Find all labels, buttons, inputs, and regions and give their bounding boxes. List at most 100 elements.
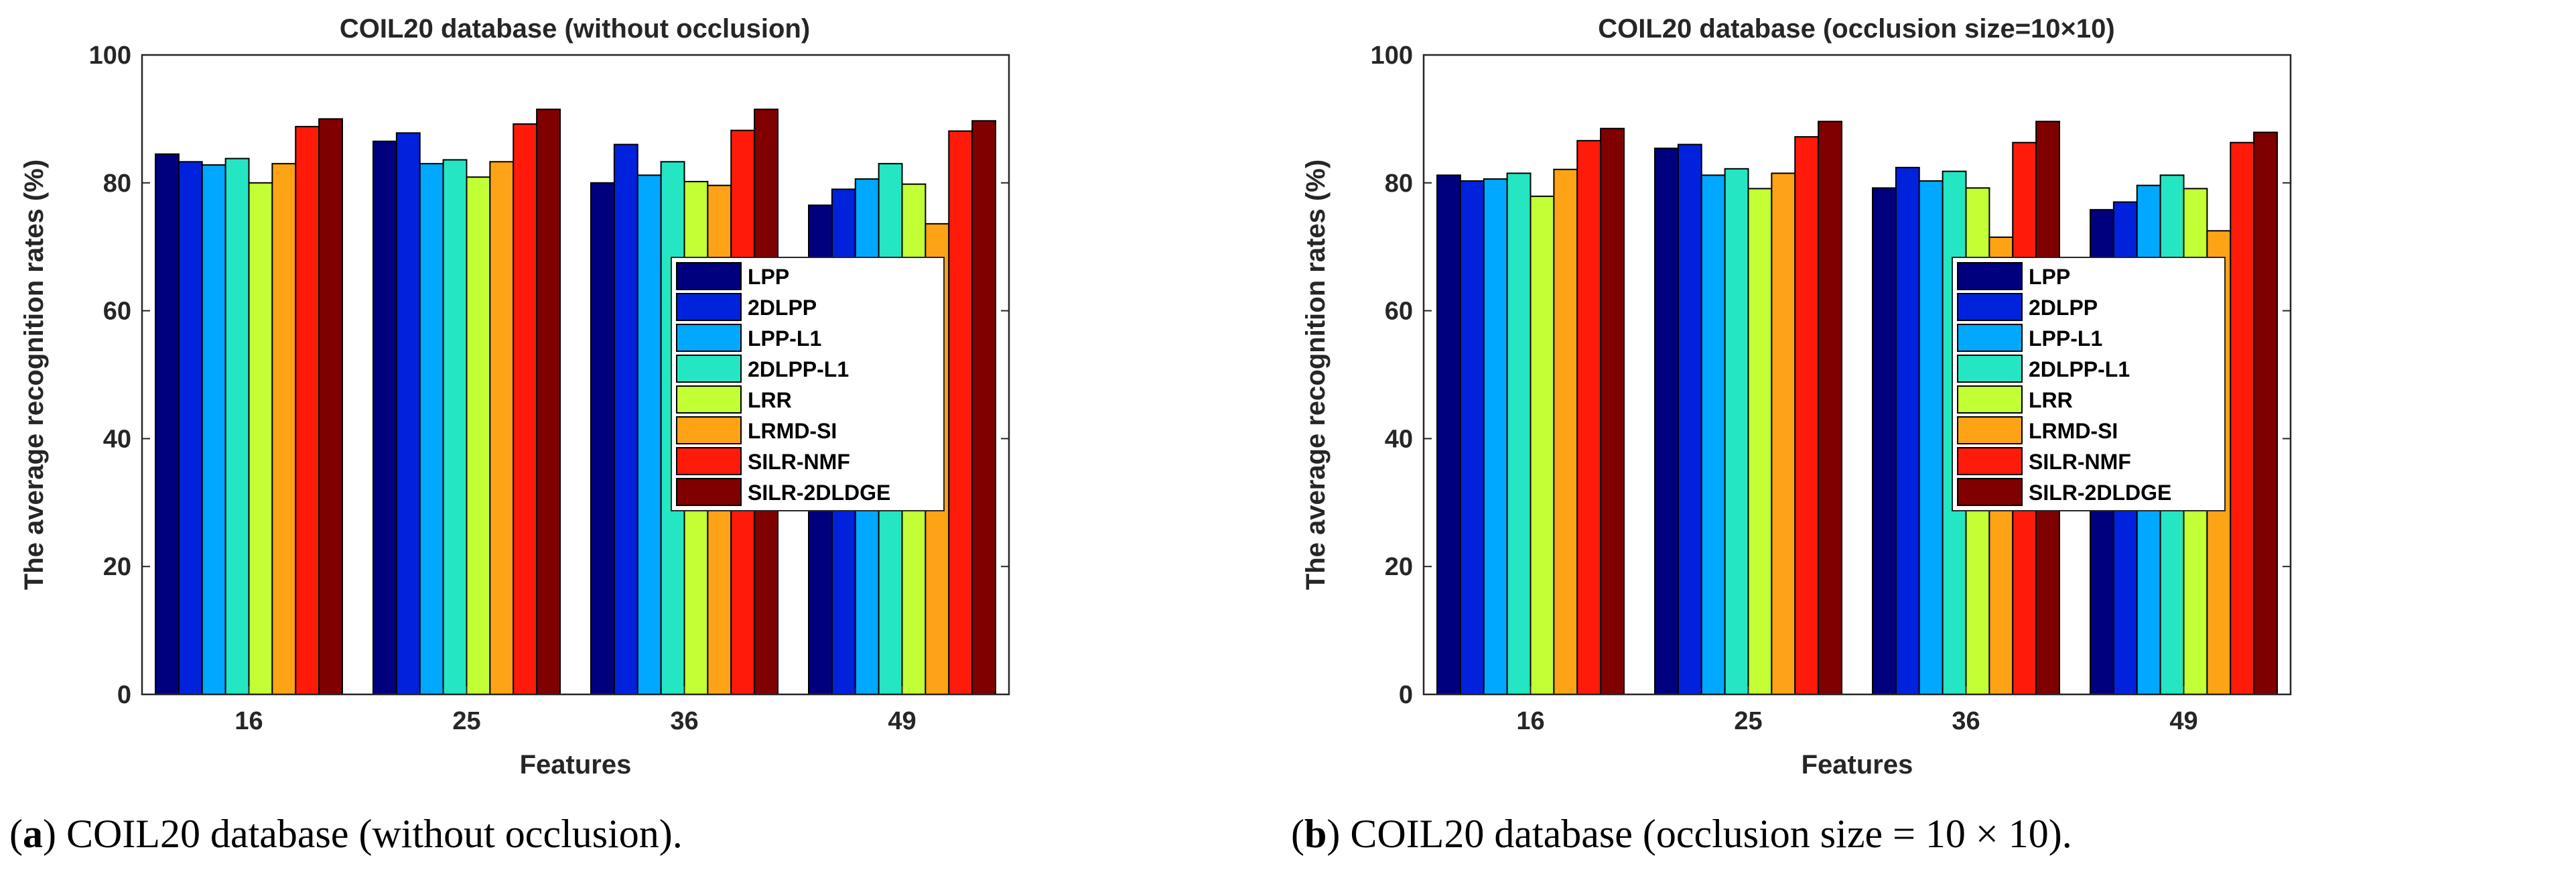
y-tick-label: 80 (103, 170, 131, 198)
bar-2dlpp-l1-16 (1506, 172, 1532, 695)
bar-lrmd-si-25 (1771, 172, 1796, 695)
axes-box (1422, 54, 2292, 696)
bar-lpp-36 (590, 182, 615, 695)
bar-lrr-16 (1530, 195, 1555, 696)
bar-lpp-16 (155, 153, 180, 695)
bar-2dlpp-16 (1459, 180, 1485, 695)
x-axis-label: Features (520, 750, 632, 780)
legend-swatch (676, 385, 742, 414)
bar-lpp-25 (372, 140, 397, 696)
bar-lrr-25 (1747, 188, 1773, 695)
legend-swatch (676, 478, 742, 506)
bar-silr-nmf-49 (948, 130, 973, 695)
bar-lpp-36 (1872, 187, 1897, 695)
legend-label: LPP-L1 (748, 326, 821, 351)
x-tick-label: 25 (452, 707, 480, 735)
legend-swatch (1957, 416, 2023, 444)
chart-title: COIL20 database (without occlusion) (340, 14, 810, 44)
legend-label: SILR-2DLDGE (2029, 481, 2171, 505)
legend: LPP 2DLPP LPP-L1 2DLPP-L1 LRR LRMD-SI SILR-NMF… (1952, 257, 2226, 511)
x-tick-label: 36 (1952, 707, 1980, 735)
bar-silr-nmf-49 (2230, 141, 2255, 695)
x-tick-label: 36 (670, 707, 698, 735)
axes-box (141, 54, 1010, 696)
chart-panel-1: COIL20 database (without occlusion) 0 20 40… (9, 14, 1010, 856)
bar-2dlpp-16 (178, 161, 203, 695)
bar-silr-nmf-16 (1576, 139, 1602, 695)
bar-2dlpp-l1-25 (1724, 168, 1749, 695)
legend-swatch (1957, 478, 2023, 506)
x-tick-label: 25 (1734, 707, 1762, 735)
bar-silr-2dldge-16 (318, 118, 343, 695)
bar-2dlpp-25 (395, 132, 421, 695)
x-axis-label: Features (1802, 750, 1913, 780)
bar-lpp-l1-36 (1918, 180, 1944, 695)
figure-caption: (b) COIL20 database (occlusion size = 10… (1291, 812, 2072, 856)
bar-lrmd-si-16 (1553, 168, 1578, 696)
bar-lpp-25 (1654, 147, 1679, 695)
legend-swatch (676, 416, 742, 444)
bar-lpp-16 (1436, 174, 1461, 695)
legend-label: LRMD-SI (2029, 419, 2118, 443)
chart-panel-2: COIL20 database (occlusion size=10×10) 0 2… (1291, 14, 2292, 856)
y-axis-label: The average recognition rates (%) (1301, 160, 1331, 590)
y-tick-label: 20 (1385, 553, 1413, 581)
legend-label: 2DLPP-L1 (748, 357, 849, 381)
bar-silr-2dldge-49 (2253, 131, 2278, 695)
legend-label: LRMD-SI (748, 419, 837, 443)
x-tick-label: 49 (888, 707, 916, 735)
y-tick-label: 60 (1385, 298, 1413, 326)
bar-2dlpp-36 (1895, 166, 1920, 696)
y-tick-label: 0 (117, 681, 131, 709)
y-tick-label: 100 (1371, 42, 1413, 70)
legend-label: SILR-NMF (748, 450, 850, 474)
bar-lpp-l1-16 (1483, 178, 1508, 695)
legend-swatch (676, 447, 742, 475)
bar-silr-nmf-16 (295, 125, 320, 695)
y-tick-label: 40 (1385, 425, 1413, 453)
legend-swatch (676, 262, 742, 290)
legend-swatch (1957, 293, 2023, 321)
bar-silr-nmf-25 (513, 123, 538, 696)
bar-2dlpp-36 (613, 143, 638, 695)
legend-label: LPP-L1 (2029, 326, 2102, 351)
bar-2dlpp-25 (1677, 143, 1702, 695)
bar-2dlpp-l1-16 (224, 158, 250, 696)
legend-swatch (1957, 447, 2023, 475)
bar-silr-nmf-25 (1794, 136, 1820, 695)
bar-lrr-16 (248, 182, 273, 695)
legend-label: 2DLPP (2029, 296, 2098, 320)
y-tick-label: 60 (103, 298, 131, 326)
legend-label: LPP (748, 265, 789, 289)
legend-swatch (676, 355, 742, 383)
legend-label: SILR-NMF (2029, 450, 2131, 474)
bar-2dlpp-l1-25 (442, 159, 468, 695)
chart-title: COIL20 database (occlusion size=10×10) (1598, 14, 2114, 44)
bar-silr-2dldge-49 (971, 120, 996, 695)
bar-silr-2dldge-25 (1818, 121, 1842, 695)
legend-swatch (1957, 385, 2023, 414)
legend-label: SILR-2DLDGE (748, 481, 890, 505)
y-tick-label: 0 (1399, 681, 1413, 709)
bar-lpp-l1-25 (419, 163, 444, 695)
bar-lrmd-si-25 (489, 161, 515, 695)
x-tick-label: 16 (234, 707, 263, 735)
legend-swatch (676, 293, 742, 321)
y-tick-label: 100 (89, 42, 131, 70)
bar-lrmd-si-16 (271, 163, 297, 695)
y-tick-label: 80 (1385, 170, 1413, 198)
legend-label: LRR (2029, 388, 2073, 412)
legend-label: LRR (748, 388, 792, 412)
bar-lpp-l1-36 (636, 174, 662, 695)
legend: LPP 2DLPP LPP-L1 2DLPP-L1 LRR LRMD-SI SILR-NMF… (671, 257, 945, 511)
figure-caption: (a) COIL20 database (without occlusion). (9, 812, 683, 856)
y-tick-label: 20 (103, 553, 131, 581)
x-tick-label: 16 (1516, 707, 1544, 735)
y-tick-label: 40 (103, 425, 131, 453)
legend-label: 2DLPP (748, 296, 817, 320)
bar-silr-2dldge-16 (1600, 127, 1625, 695)
y-axis-label: The average recognition rates (%) (19, 160, 49, 590)
bar-lpp-l1-16 (201, 164, 226, 695)
legend-swatch (1957, 262, 2023, 290)
bar-silr-2dldge-25 (536, 109, 561, 695)
